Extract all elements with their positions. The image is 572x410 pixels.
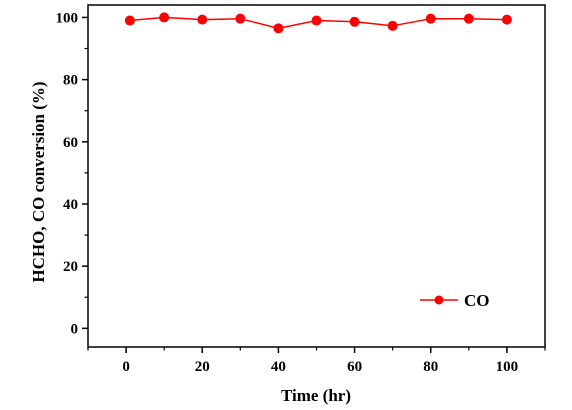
y-tick-label: 40 — [63, 197, 78, 213]
data-point — [197, 14, 208, 25]
data-point — [463, 13, 474, 24]
x-tick-label: 20 — [195, 359, 210, 375]
x-tick-label: 0 — [122, 359, 130, 375]
y-axis-title: HCHO, CO conversion (%) — [29, 81, 48, 282]
data-point — [311, 15, 322, 26]
y-tick-label: 60 — [63, 135, 78, 151]
legend-marker — [434, 295, 444, 305]
y-tick-label: 0 — [71, 321, 79, 337]
y-tick-label: 20 — [63, 259, 78, 275]
x-axis-title: Time (hr) — [281, 386, 351, 405]
data-point — [273, 23, 284, 34]
data-point — [425, 13, 436, 24]
data-point — [349, 16, 360, 27]
legend-label: CO — [464, 291, 490, 310]
data-point — [501, 14, 512, 25]
y-tick-label: 100 — [56, 10, 79, 26]
data-point — [387, 20, 398, 31]
x-tick-label: 100 — [496, 359, 519, 375]
data-point — [159, 12, 170, 23]
data-point — [124, 15, 135, 26]
x-tick-label: 80 — [423, 359, 438, 375]
data-point — [235, 13, 246, 24]
x-tick-label: 40 — [271, 359, 286, 375]
x-tick-label: 60 — [347, 359, 362, 375]
y-tick-label: 80 — [63, 73, 78, 89]
